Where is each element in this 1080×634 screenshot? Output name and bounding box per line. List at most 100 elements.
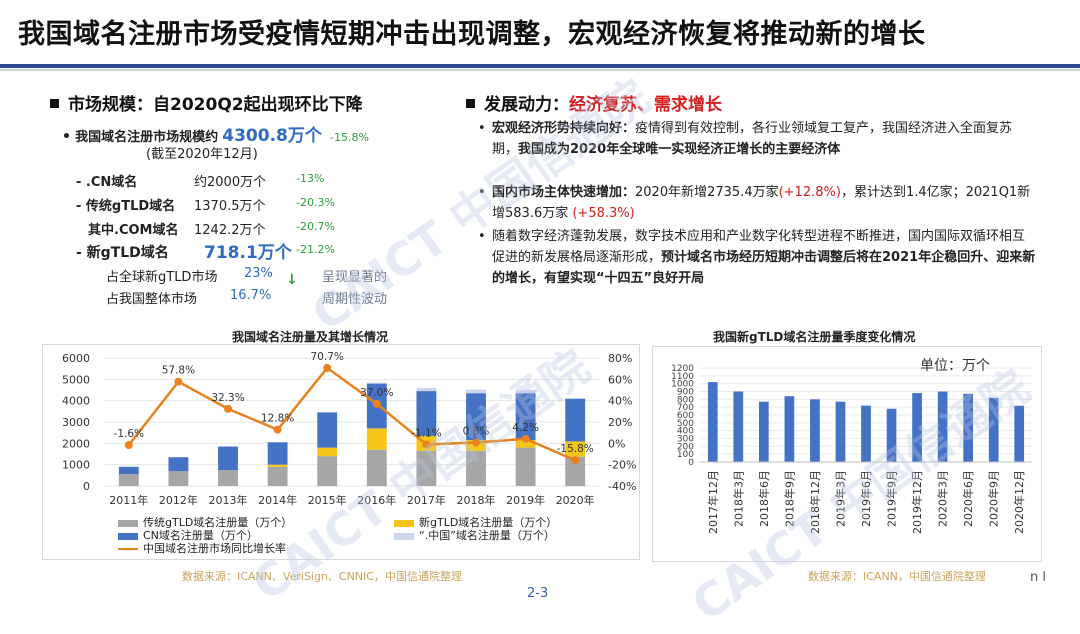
chart1-y-tick-label: 1000	[62, 459, 90, 472]
chart1-y-tick-label: 3000	[62, 416, 90, 429]
chart2-title: 我国新gTLD域名注册量季度变化情况	[713, 330, 916, 344]
chart1-bar-segment	[565, 398, 586, 442]
chart1-x-tick-label: 2013年	[209, 493, 248, 507]
chart1-bar-segment	[515, 440, 536, 448]
chart1-y2-tick-label: 0%	[608, 437, 625, 450]
chart1-x-tick-label: 2018年	[457, 493, 496, 507]
chart2-y-tick-label: 900	[677, 388, 694, 398]
chart1-growth-point	[422, 440, 431, 449]
share-domestic-label: 占我国整体市场	[106, 292, 198, 307]
chart2-x-tick-label: 2019年6月	[859, 470, 873, 527]
total-note: (截至2020年12月)	[146, 147, 258, 162]
chart1-y2-tick-label: 60%	[608, 373, 632, 386]
chart1-growth-label: 32.3%	[211, 392, 244, 404]
chart2-bar	[707, 382, 718, 462]
chart1-bar-segment	[416, 387, 437, 392]
chart1-bar-segment	[317, 456, 338, 486]
cn-change: -13%	[296, 172, 325, 185]
cn-label: - .CN域名	[76, 175, 138, 190]
com-label: 其中.COM域名	[88, 223, 179, 238]
chart1-growth-label: -1.6%	[114, 428, 144, 440]
chart2-unit-label: 单位：万个	[920, 358, 990, 374]
ngtld-label: - 新gTLD域名	[76, 245, 169, 261]
chart1-x-tick-label: 2014年	[258, 493, 297, 507]
chart2-x-tick-label: 2020年3月	[936, 470, 950, 527]
com-value: 1242.2万个	[194, 223, 266, 238]
chart2-x-tick-label: 2020年9月	[987, 470, 1001, 527]
title-divider	[0, 64, 1080, 68]
corner-text: n l	[1030, 570, 1046, 585]
chart2-x-tick-label: 2019年12月	[910, 470, 924, 534]
chart1-y2-tick-label: 80%	[608, 352, 632, 365]
legend-item-zhongguo: “.中国”域名注册量（万个）	[394, 527, 555, 543]
chart1-growth-label: -15.8%	[557, 443, 594, 455]
chart1-growth-label: 57.8%	[162, 365, 195, 377]
chart1-bar-segment	[267, 442, 288, 465]
chart1-growth-point	[372, 399, 381, 408]
legend-item-gtld: 传统gTLD域名注册量（万个）	[118, 514, 292, 530]
legend-item-ngtld: 新gTLD域名注册量（万个）	[394, 514, 557, 530]
chart1-bar-segment	[466, 450, 486, 486]
chart1-growth-label: 4.2%	[512, 422, 539, 434]
chart1-y2-tick-label: -20%	[608, 459, 636, 472]
chart1-bar-segment	[565, 441, 586, 457]
chart1-bar-segment	[317, 447, 338, 457]
cn-value: 约2000万个	[194, 175, 267, 190]
chart2-bar	[733, 391, 744, 462]
cycle-note-line1: 呈现显著的	[322, 270, 388, 285]
gtld-label: - 传统gTLD域名	[76, 199, 176, 214]
chart2-bar	[784, 396, 795, 462]
chart1-title: 我国域名注册量及其增长情况	[232, 330, 389, 344]
chart2-bar	[861, 405, 871, 462]
legend-item-growth: 中国域名注册市场同比增长率	[118, 540, 286, 556]
chart1-legend: 传统gTLD域名注册量（万个） 新gTLD域名注册量（万个） CN域名注册量（万…	[118, 514, 638, 558]
chart2-x-tick-label: 2019年9月	[885, 470, 899, 527]
chart1-bar-segment	[416, 450, 437, 486]
title-divider-light	[0, 69, 1080, 71]
chart1-frame	[42, 344, 640, 560]
left-section-heading: 市场规模：自2020Q2起出现环比下降	[50, 90, 363, 115]
chart1-svg: 0 1000 2000 3000 4000 5000 6000 -40% -20% 0% 20% 40…	[42, 344, 640, 560]
chart1-bar-segment	[416, 391, 437, 436]
total-change: -15.8%	[330, 131, 369, 144]
chart2-y-tick-label: 1100	[671, 372, 694, 382]
gtld-change: -20.3%	[296, 196, 335, 209]
share-domestic-value: 16.7%	[230, 288, 272, 303]
chart1-x-tick-label: 2017年	[407, 493, 446, 507]
square-bullet-icon	[466, 98, 475, 108]
chart1-growth-point	[521, 434, 530, 443]
chart2-y-tick-label: 200	[677, 442, 694, 452]
chart2-y-tick-label: 800	[677, 395, 694, 405]
chart1-growth-label: 37.0%	[360, 387, 393, 399]
chart2-x-tick-label: 2019年3月	[833, 470, 847, 527]
chart1-growth-point	[124, 441, 133, 450]
chart2-y-tick-label: 500	[677, 419, 694, 429]
chart1-y2-tick-label: 20%	[608, 416, 632, 429]
chart2-x-tick-label: 2018年3月	[731, 470, 745, 527]
chart1-bar-segment	[218, 470, 238, 486]
page-number: 2-3	[527, 586, 549, 601]
chart2-bar	[937, 391, 948, 462]
chart1-bar-segment	[565, 456, 586, 486]
chart2-svg: 0100200300400500600700800900100011001200…	[652, 346, 1042, 562]
chart1-y-tick-label: 4000	[62, 395, 90, 408]
chart2-y-tick-label: 100	[677, 450, 694, 460]
com-change: -20.7%	[296, 220, 335, 233]
chart1-bar-segment	[515, 390, 536, 394]
chart2-bar	[963, 393, 974, 462]
chart1-x-tick-label: 2016年	[357, 493, 396, 507]
chart1-growth-point	[472, 438, 480, 447]
chart1-bar-segment	[168, 457, 189, 472]
point-digital-economy: • 随着数字经济蓬勃发展，数字技术应用和产业数字化转型进程不断推进，国内国际双循…	[478, 229, 1036, 286]
chart2-source: 数据来源：ICANN，中国信通院整理	[808, 570, 986, 583]
ngtld-change: -21.2%	[296, 243, 335, 256]
chart1-bar-segment	[515, 447, 536, 486]
chart1-bar-segment	[515, 393, 536, 441]
chart1-y-tick-label: 5000	[62, 373, 90, 386]
chart2-frame	[652, 346, 1042, 562]
chart1-x-tick-label: 2019年	[506, 493, 545, 507]
ngtld-value: 718.1万个	[204, 243, 292, 263]
chart1-growth-point	[224, 404, 232, 413]
chart1-growth-point	[273, 425, 282, 434]
chart2-bar	[758, 401, 769, 462]
